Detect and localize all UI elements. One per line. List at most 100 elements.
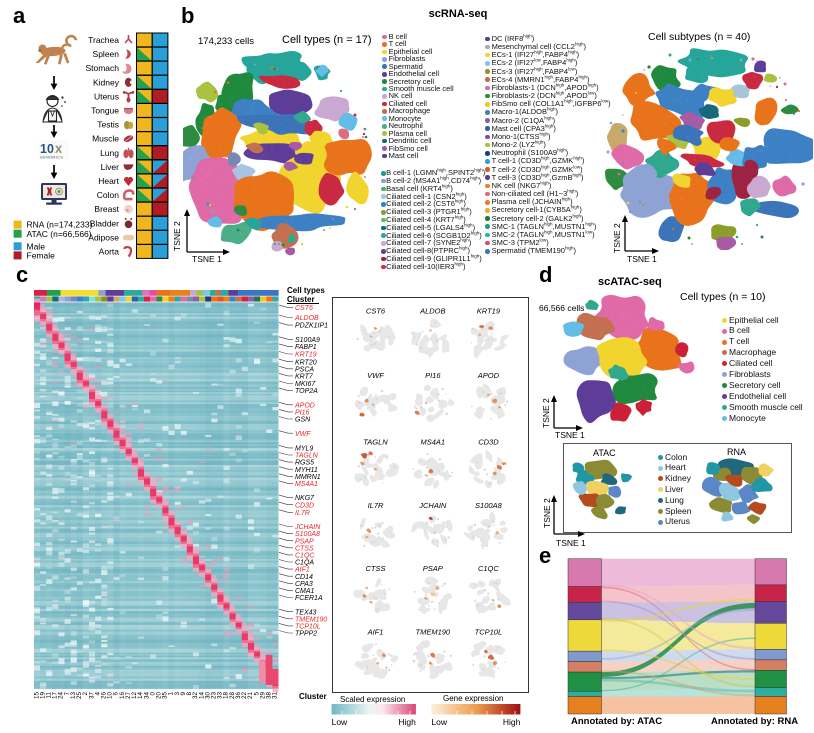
svg-text:PSAP: PSAP: [423, 564, 443, 573]
svg-text:Muscle: Muscle: [92, 134, 119, 144]
svg-text:CTSS: CTSS: [365, 564, 385, 573]
svg-text:Spleen: Spleen: [93, 49, 120, 59]
svg-text:FABP1: FABP1: [295, 344, 317, 351]
svg-text:8: 8: [186, 692, 193, 696]
svg-text:C1QA: C1QA: [295, 560, 314, 567]
svg-text:15: 15: [34, 692, 40, 700]
svg-text:Stomach: Stomach: [85, 63, 119, 73]
svg-text:KRT20: KRT20: [295, 359, 317, 366]
svg-text:IL7R: IL7R: [368, 501, 384, 510]
svg-text:7: 7: [63, 692, 70, 696]
svg-text:30: 30: [204, 692, 211, 700]
svg-text:x: x: [55, 142, 62, 156]
svg-text:PSAP: PSAP: [295, 538, 314, 545]
svg-text:MS4A1: MS4A1: [295, 481, 318, 488]
svg-text:14: 14: [137, 692, 144, 700]
svg-text:Testis: Testis: [97, 120, 119, 130]
svg-text:MYH11: MYH11: [295, 467, 318, 474]
svg-text:25: 25: [76, 692, 83, 700]
svg-text:34: 34: [143, 692, 150, 700]
svg-text:CD3D: CD3D: [478, 438, 499, 447]
svg-text:33: 33: [216, 692, 223, 700]
svg-text:12: 12: [131, 692, 138, 700]
svg-text:Tongue: Tongue: [91, 106, 119, 116]
svg-text:NKG7: NKG7: [295, 495, 315, 502]
svg-text:5: 5: [253, 692, 260, 696]
svg-text:S100A9: S100A9: [295, 337, 320, 344]
svg-text:CST6: CST6: [295, 305, 313, 312]
svg-text:11: 11: [45, 692, 52, 699]
svg-text:Heart: Heart: [98, 176, 119, 186]
svg-text:13: 13: [69, 692, 76, 700]
svg-text:PDZK1IP1: PDZK1IP1: [295, 323, 328, 330]
svg-text:3: 3: [173, 692, 180, 696]
svg-text:19: 19: [39, 692, 46, 700]
svg-text:20: 20: [155, 692, 162, 700]
svg-text:17: 17: [51, 692, 58, 700]
svg-text:TAGLN: TAGLN: [295, 453, 319, 460]
svg-text:JCHAIN: JCHAIN: [418, 501, 447, 510]
svg-text:High: High: [503, 717, 521, 727]
svg-text:9: 9: [180, 692, 187, 696]
svg-text:2: 2: [82, 692, 89, 696]
svg-text:MKI67: MKI67: [295, 381, 316, 388]
svg-text:6: 6: [112, 692, 119, 696]
svg-text:0: 0: [149, 692, 156, 696]
svg-text:10: 10: [40, 142, 54, 156]
svg-text:RGS5: RGS5: [295, 460, 314, 467]
svg-text:Aorta: Aorta: [99, 247, 120, 257]
svg-text:18: 18: [222, 692, 229, 700]
svg-text:26: 26: [100, 692, 107, 700]
svg-text:C1QC: C1QC: [478, 564, 499, 573]
svg-text:MMRN1: MMRN1: [295, 474, 321, 481]
svg-text:TOP2A: TOP2A: [295, 388, 318, 395]
svg-text:Male: Male: [27, 241, 46, 251]
svg-text:JCHAIN: JCHAIN: [294, 524, 321, 531]
svg-text:21: 21: [247, 692, 254, 700]
svg-text:1: 1: [167, 692, 174, 696]
svg-text:APOD: APOD: [477, 371, 500, 380]
svg-text:KRT19: KRT19: [477, 307, 501, 316]
svg-text:27: 27: [124, 692, 131, 700]
svg-text:Colon: Colon: [97, 190, 119, 200]
svg-text:Trachea: Trachea: [88, 35, 119, 45]
svg-text:Bladder: Bladder: [90, 218, 119, 228]
svg-text:CST6: CST6: [366, 307, 386, 316]
svg-text:PSCA: PSCA: [295, 366, 314, 373]
svg-text:16: 16: [118, 692, 125, 700]
svg-text:TPPP2: TPPP2: [295, 631, 317, 638]
svg-text:CPA3: CPA3: [295, 581, 313, 588]
svg-text:10: 10: [106, 692, 113, 700]
svg-text:AIF1: AIF1: [367, 627, 384, 636]
svg-text:32: 32: [192, 692, 199, 700]
svg-text:23: 23: [210, 692, 217, 700]
svg-text:Liver: Liver: [101, 162, 120, 172]
svg-text:TMEM190: TMEM190: [416, 627, 451, 636]
svg-text:MYL9: MYL9: [295, 446, 313, 453]
svg-text:Low: Low: [431, 717, 447, 727]
svg-text:KRT7: KRT7: [295, 374, 314, 381]
svg-text:24: 24: [57, 692, 64, 700]
svg-text:PI16: PI16: [295, 410, 310, 417]
svg-text:C1QC: C1QC: [295, 553, 315, 560]
svg-text:Adipose: Adipose: [88, 232, 119, 242]
svg-text:KRT19: KRT19: [295, 352, 317, 359]
svg-text:Uterus: Uterus: [94, 91, 119, 101]
svg-text:GENOMICS: GENOMICS: [40, 156, 63, 160]
svg-text:Low: Low: [332, 717, 348, 727]
svg-text:TCP10L: TCP10L: [475, 627, 503, 636]
svg-text:RNA (n=174,233): RNA (n=174,233): [27, 220, 93, 230]
svg-text:VWF: VWF: [367, 371, 384, 380]
svg-text:Lung: Lung: [100, 148, 119, 158]
svg-text:S100A8: S100A8: [295, 531, 320, 538]
svg-text:TEX43: TEX43: [295, 609, 317, 616]
svg-text:Scaled expression: Scaled expression: [340, 695, 405, 704]
svg-text:37: 37: [88, 692, 95, 700]
svg-text:AIF1: AIF1: [294, 567, 310, 574]
svg-text:GSN: GSN: [295, 417, 311, 424]
svg-text:VWF: VWF: [295, 431, 311, 438]
svg-text:CTSS: CTSS: [295, 545, 314, 552]
svg-text:x: x: [55, 142, 62, 156]
svg-text:ATAC (n=66,566): ATAC (n=66,566): [27, 229, 92, 239]
svg-text:S100A8: S100A8: [475, 501, 503, 510]
